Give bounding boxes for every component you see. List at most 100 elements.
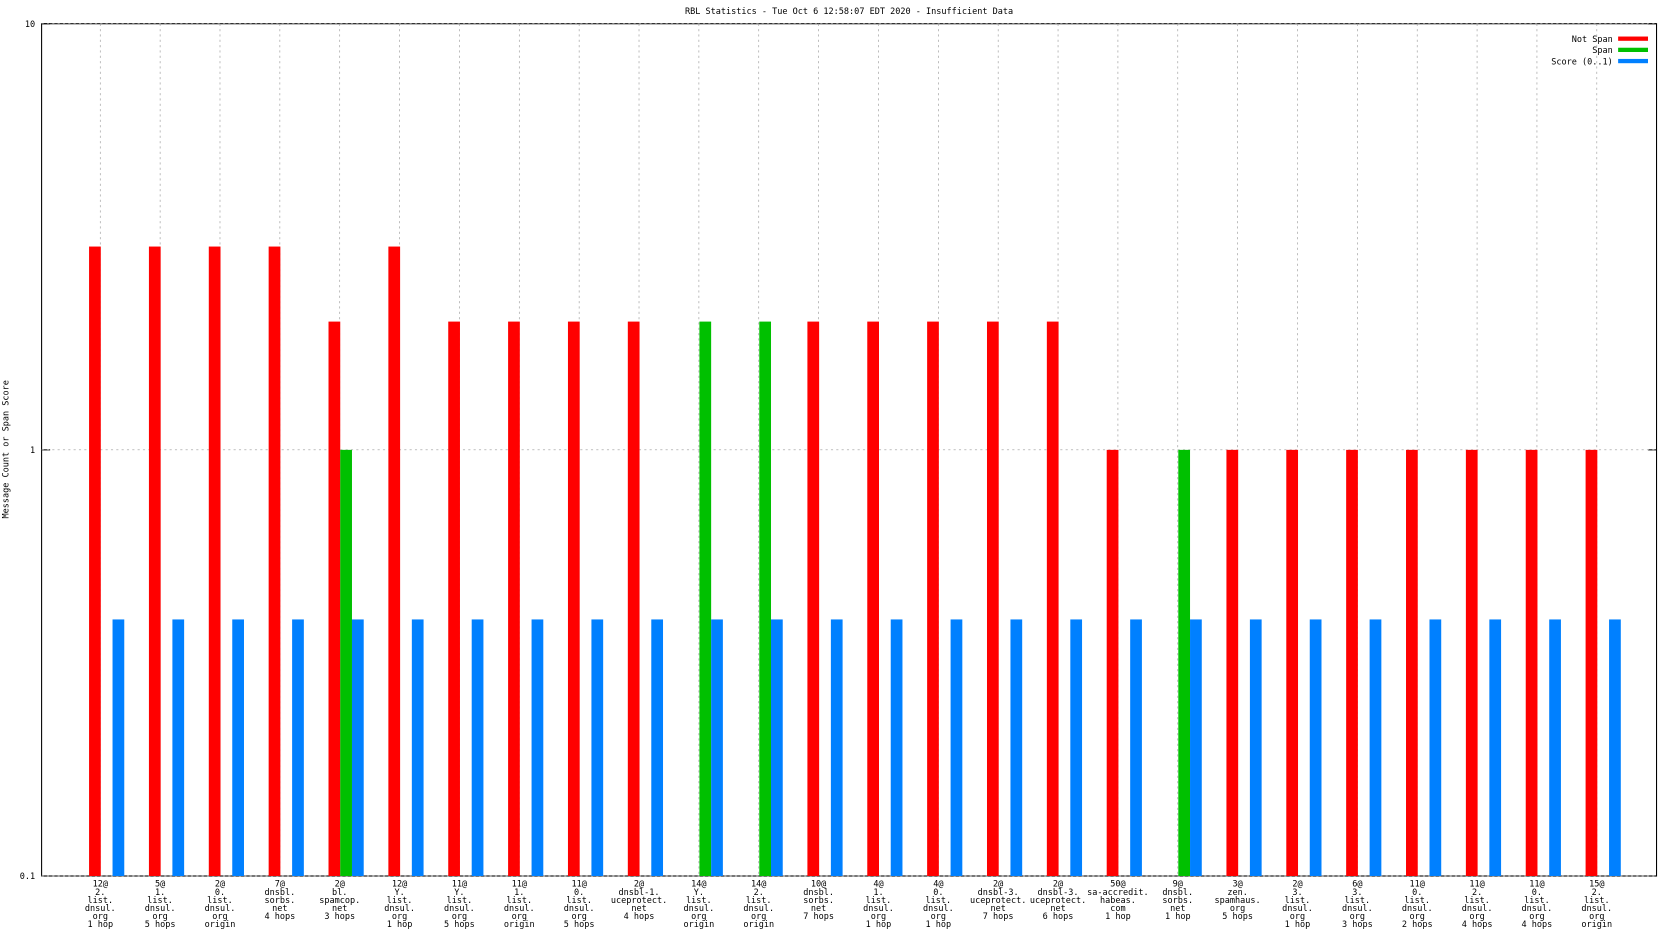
x-tick-label: list.: [1285, 896, 1311, 906]
x-tick-label: 11@: [452, 880, 467, 890]
x-tick-label: dnsul.: [1522, 904, 1553, 914]
x-tick-label: list.: [566, 896, 592, 906]
x-tick-label: com: [1110, 904, 1125, 914]
bar: [448, 321, 460, 876]
y-tick-label: 1: [30, 446, 35, 456]
x-tick-label: 2@: [1292, 880, 1302, 890]
x-tick-label: 4@: [933, 880, 943, 890]
x-tick-label: dnsbl-3.: [978, 888, 1019, 898]
x-tick-label: org: [751, 912, 766, 922]
x-tick-label: 12@: [392, 880, 407, 890]
x-tick-label: 2@: [1053, 880, 1063, 890]
x-tick-label: habeas.: [1100, 896, 1136, 906]
x-tick-label: org: [1410, 912, 1425, 922]
x-tick-label: 4 hops: [264, 912, 295, 922]
x-tick-label: dnsbl.: [264, 888, 295, 898]
bar: [112, 619, 125, 876]
x-tick-label: dnsul.: [1581, 904, 1612, 914]
x-tick-label: net: [1050, 904, 1065, 914]
x-tick-label: sorbs.: [1162, 896, 1193, 906]
x-tick-label: dnsul.: [384, 904, 415, 914]
x-tick-label: 1 hop: [926, 920, 952, 930]
x-tick-label: 2.: [1472, 888, 1482, 898]
x-tick-label: dnsul.: [1282, 904, 1313, 914]
x-tick-label: dnsbl.: [1162, 888, 1193, 898]
bar: [1046, 321, 1059, 876]
x-tick-label: bl.: [332, 888, 347, 898]
x-tick-label: 5 hops: [444, 920, 475, 930]
bar: [867, 321, 879, 876]
x-tick-label: 5@: [155, 880, 165, 890]
bar: [1489, 619, 1502, 876]
x-tick-label: org: [1469, 912, 1484, 922]
x-tick-label: org: [512, 912, 527, 922]
x-tick-label: 12@: [93, 880, 108, 890]
x-tick-label: origin: [683, 920, 714, 930]
x-tick-label: list.: [447, 896, 473, 906]
bar: [1585, 449, 1598, 876]
bar: [208, 246, 221, 877]
bar: [172, 619, 185, 876]
x-tick-label: 3 hops: [1342, 920, 1373, 930]
bar: [807, 321, 820, 876]
x-tick-label: org: [1230, 904, 1245, 914]
x-tick-label: org: [871, 912, 886, 922]
x-tick-label: org: [571, 912, 586, 922]
x-tick-label: net: [272, 904, 287, 914]
x-tick-label: 5 hops: [145, 920, 176, 930]
bar: [508, 321, 520, 876]
x-tick-label: dnsbl.: [803, 888, 834, 898]
x-tick-label: list.: [1524, 896, 1550, 906]
bar: [1106, 449, 1119, 876]
bar: [1178, 449, 1191, 876]
bar: [711, 619, 723, 876]
bar: [1525, 449, 1538, 876]
y-tick-label: 10: [25, 20, 35, 30]
x-tick-label: list.: [746, 896, 772, 906]
y-tick-label: 0.1: [20, 872, 35, 882]
x-tick-label: list.: [1464, 896, 1490, 906]
bar: [340, 449, 352, 876]
x-tick-label: dnsul.: [444, 904, 475, 914]
x-tick-label: dnsul.: [863, 904, 894, 914]
x-tick-label: org: [93, 912, 108, 922]
x-tick-label: dnsul.: [743, 904, 774, 914]
x-tick-label: org: [152, 912, 167, 922]
x-tick-label: list.: [1404, 896, 1430, 906]
bar: [471, 619, 484, 876]
bar: [927, 321, 939, 876]
bar: [268, 246, 281, 877]
bar: [411, 619, 424, 876]
x-tick-label: list.: [147, 896, 173, 906]
x-tick-label: 14@: [751, 880, 766, 890]
bar: [1346, 449, 1358, 876]
bar: [351, 619, 364, 876]
bar: [567, 321, 580, 876]
x-tick-label: 3 hops: [324, 912, 355, 922]
x-tick-label: org: [691, 912, 706, 922]
x-tick-label: 3@: [1232, 880, 1242, 890]
bar: [759, 321, 772, 876]
x-tick-label: origin: [743, 920, 774, 930]
bar: [1549, 619, 1561, 876]
x-tick-label: dnsul.: [683, 904, 714, 914]
x-tick-label: 11@: [1469, 880, 1484, 890]
x-tick-label: 2.: [754, 888, 764, 898]
x-tick-label: list.: [506, 896, 532, 906]
x-tick-label: dnsbl-3.: [1038, 888, 1079, 898]
x-tick-label: org: [1350, 912, 1365, 922]
x-tick-label: 4 hops: [1462, 920, 1493, 930]
x-tick-label: 5 hops: [564, 920, 595, 930]
bar: [986, 321, 999, 876]
x-tick-label: 14@: [691, 880, 706, 890]
legend-swatch: [1618, 47, 1648, 52]
x-tick-label: zen.: [1227, 888, 1248, 898]
x-tick-label: 1.: [873, 888, 883, 898]
x-tick-label: origin: [504, 920, 535, 930]
x-tick-label: org: [1529, 912, 1544, 922]
x-tick-label: net: [332, 904, 347, 914]
x-tick-label: sa-accredit.: [1087, 888, 1149, 898]
x-tick-label: 7 hops: [803, 912, 834, 922]
x-tick-label: 15@: [1589, 880, 1604, 890]
